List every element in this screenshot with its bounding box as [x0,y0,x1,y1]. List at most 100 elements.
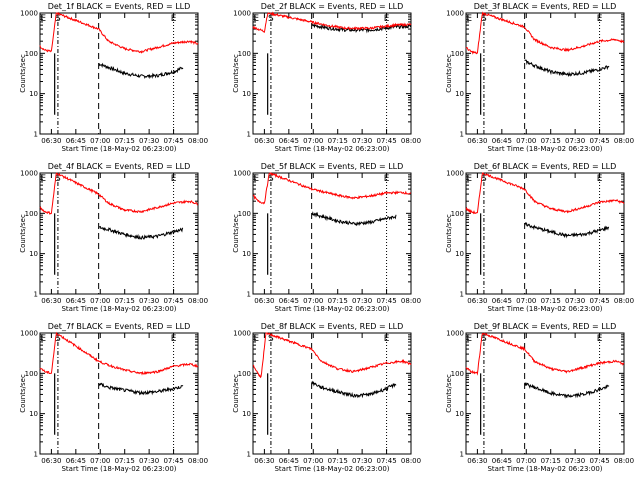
plot-frame [39,332,199,455]
marker-label: E [40,334,46,344]
y-tick-label: 1 [34,291,38,299]
y-tick-label: 100 [451,210,464,218]
marker-label: E [253,174,259,184]
y-axis-label: Counts/sec [19,214,27,253]
x-tick-label: 07:00 [516,297,536,305]
series-line-lld [39,11,199,54]
detector-plot-7: Det_7f BLACK = Events, RED = LLD 1 10 100 10… [19,322,208,473]
x-tick-label: 07:45 [589,457,609,465]
plot-title: Det_2f BLACK = Events, RED = LLD [261,2,404,11]
x-tick-label: 07:00 [303,137,323,145]
marker-label: S [55,334,61,344]
y-tick-label: 100 [238,210,251,218]
x-tick-label: 08:00 [188,297,208,305]
plot-title: Det_9f BLACK = Events, RED = LLD [474,322,617,331]
x-tick-label: 07:00 [90,457,110,465]
plot-title: Det_5f BLACK = Events, RED = LLD [261,162,404,171]
x-tick-label: 07:15 [541,297,561,305]
y-tick-label: 1 [34,131,38,139]
x-tick-label: 06:45 [492,457,512,465]
y-tick-label: 10 [455,410,464,418]
marker-label: E [253,334,259,344]
marker-label: E [597,14,603,24]
y-tick-label: 1000 [20,10,38,18]
y-tick-label: 100 [451,50,464,58]
x-tick-label: 07:00 [303,297,323,305]
marker-label: E [466,334,472,344]
x-tick-label: 07:00 [90,297,110,305]
y-tick-label: 1 [460,451,464,459]
x-axis-label: Start Time (18-May-02 06:23:00) [274,305,389,313]
x-tick-label: 06:30 [41,297,61,305]
x-tick-label: 06:45 [66,137,86,145]
x-axis-label: Start Time (18-May-02 06:23:00) [274,145,389,153]
marker-label: S [268,334,274,344]
detector-plot-2: Det_2f BLACK = Events, RED = LLD 1 10 100 10… [232,2,421,153]
marker-label: S [481,334,487,344]
y-axis-label: Counts/sec [445,54,453,93]
x-tick-label: 07:30 [139,457,159,465]
marker-label: E [384,14,390,24]
plot-title: Det_6f BLACK = Events, RED = LLD [474,162,617,171]
x-tick-label: 07:15 [115,457,135,465]
plot-frame [252,12,412,135]
y-tick-label: 1 [460,291,464,299]
x-tick-label: 06:30 [467,297,487,305]
plot-frame [39,12,199,135]
y-tick-label: 1000 [20,170,38,178]
x-axis-label: Start Time (18-May-02 06:23:00) [61,465,176,473]
x-tick-label: 08:00 [401,297,421,305]
x-tick-label: 06:45 [66,457,86,465]
y-tick-label: 10 [242,250,251,258]
x-tick-label: 07:45 [589,297,609,305]
y-tick-label: 1 [460,131,464,139]
marker-label: S [268,174,274,184]
x-tick-label: 07:00 [516,137,536,145]
detector-plot-6: Det_6f BLACK = Events, RED = LLD 1 10 100 10… [445,162,634,313]
y-tick-label: 1000 [446,10,464,18]
x-tick-label: 07:45 [163,297,183,305]
x-tick-label: 08:00 [188,457,208,465]
marker-label: S [481,14,487,24]
detector-plot-3: Det_3f BLACK = Events, RED = LLD 1 10 100 10… [445,2,634,153]
y-tick-label: 100 [25,50,38,58]
x-tick-label: 07:30 [139,137,159,145]
detector-plot-4: Det_4f BLACK = Events, RED = LLD 1 10 100 10… [19,162,208,313]
y-axis-label: Counts/sec [445,374,453,413]
x-tick-label: 07:00 [90,137,110,145]
y-tick-label: 1000 [233,10,251,18]
x-tick-label: 07:45 [163,137,183,145]
plot-title: Det_1f BLACK = Events, RED = LLD [48,2,191,11]
x-tick-label: 07:30 [139,297,159,305]
x-tick-label: 07:45 [376,137,396,145]
y-axis-label: Counts/sec [19,374,27,413]
x-tick-label: 06:30 [254,137,274,145]
detector-plot-5: Det_5f BLACK = Events, RED = LLD 1 10 100 10… [232,162,421,313]
y-tick-label: 10 [242,90,251,98]
y-tick-label: 1 [247,451,251,459]
x-tick-label: 06:30 [41,457,61,465]
x-tick-label: 07:45 [589,137,609,145]
x-tick-label: 06:45 [279,457,299,465]
series-line-lld [39,172,199,215]
marker-label: E [171,174,177,184]
x-tick-label: 07:15 [328,297,348,305]
y-tick-label: 10 [29,90,38,98]
y-axis-label: Counts/sec [232,214,240,253]
marker-label: S [481,174,487,184]
x-tick-label: 07:15 [541,137,561,145]
x-tick-label: 08:00 [188,137,208,145]
plot-frame [39,172,199,295]
series-line-events [311,211,397,227]
x-axis-label: Start Time (18-May-02 06:23:00) [487,305,602,313]
y-tick-label: 1000 [233,170,251,178]
marker-label: E [466,174,472,184]
y-tick-label: 1000 [20,330,38,338]
marker-label: E [384,334,390,344]
series-line-events [98,62,184,80]
plot-title: Det_8f BLACK = Events, RED = LLD [261,322,404,331]
x-tick-label: 07:45 [376,457,396,465]
series-line-events [524,222,610,239]
plot-frame [465,172,625,295]
